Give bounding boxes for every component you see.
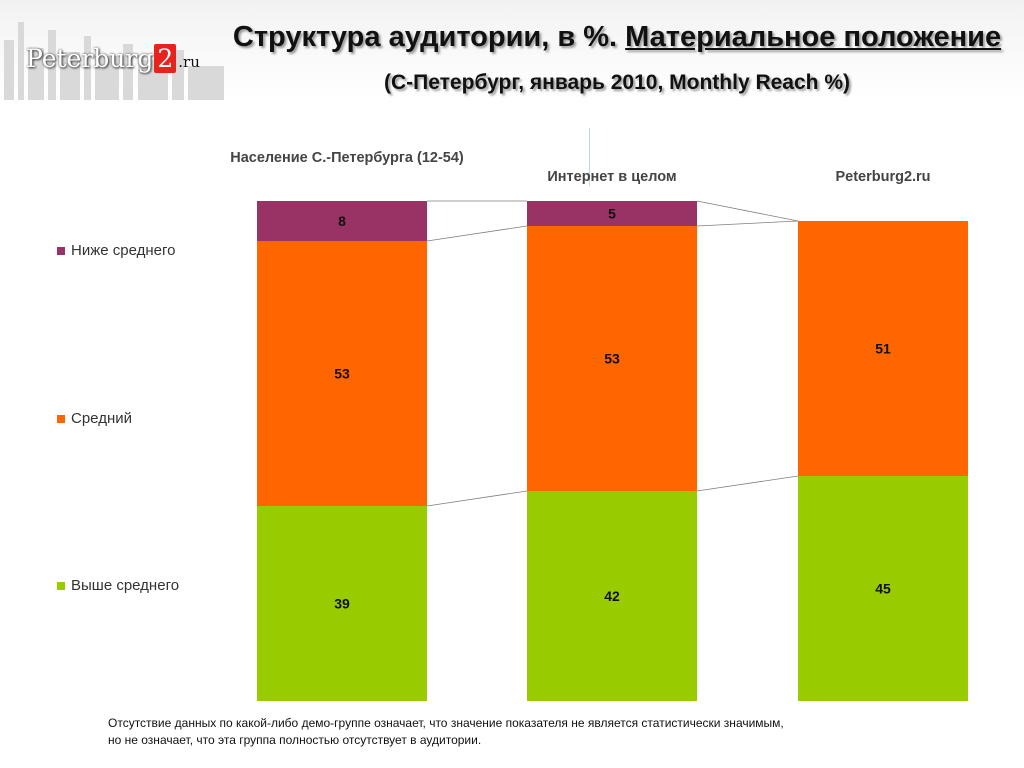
legend-swatch (57, 582, 65, 590)
data-label: 53 (334, 366, 350, 382)
data-label: 8 (338, 213, 346, 229)
bar-segment (798, 476, 968, 701)
series-connector-line (426, 490, 528, 507)
series-connector-line (426, 225, 528, 242)
brand-logo: Peterburg 2 .ru (26, 44, 200, 73)
footnote-line: Отсутствие данных по какой-либо демо-гру… (108, 716, 784, 730)
legend-swatch (57, 415, 65, 423)
legend-label: Средний (71, 410, 132, 427)
data-label: 5 (608, 206, 616, 222)
bar-segment (527, 201, 697, 226)
bar-segment (257, 506, 427, 701)
series-connector-line (696, 200, 799, 222)
header-band: Peterburg 2 .ru (0, 0, 1024, 100)
bar-segment (527, 491, 697, 701)
title-topic: Материальное положение (625, 21, 1002, 53)
data-label: 42 (604, 588, 620, 604)
legend-label: Ниже среднего (71, 242, 176, 259)
column-label: Население С.-Петербурга (12-54) (230, 150, 464, 166)
bar-segment (798, 221, 968, 476)
series-connector-line (696, 475, 799, 492)
column-label: Peterburg2.ru (835, 169, 931, 185)
bar-segment (257, 201, 427, 241)
footnote: Отсутствие данных по какой-либо демо-гру… (108, 715, 968, 749)
slide-title: Структура аудитории, в %. Материальное п… (222, 17, 1012, 103)
data-label: 45 (875, 581, 891, 597)
data-label: 53 (604, 351, 620, 367)
legend-label: Выше среднего (71, 577, 180, 594)
divider-line (589, 128, 590, 186)
column-label: Интернет в целом (547, 169, 677, 185)
data-label: 51 (875, 341, 891, 357)
bar-segment (257, 241, 427, 506)
city-skyline-graphic (4, 22, 224, 100)
footnote-line: но не означает, что эта группа полностью… (108, 733, 482, 747)
series-connector-line (696, 220, 799, 227)
title-subtitle: (С-Петербург, январь 2010, Monthly Reach… (384, 71, 850, 94)
legend-swatch (57, 247, 65, 255)
title-prefix: Структура аудитории, в %. (232, 21, 626, 53)
data-label: 39 (334, 596, 350, 612)
bar-segment (527, 226, 697, 491)
